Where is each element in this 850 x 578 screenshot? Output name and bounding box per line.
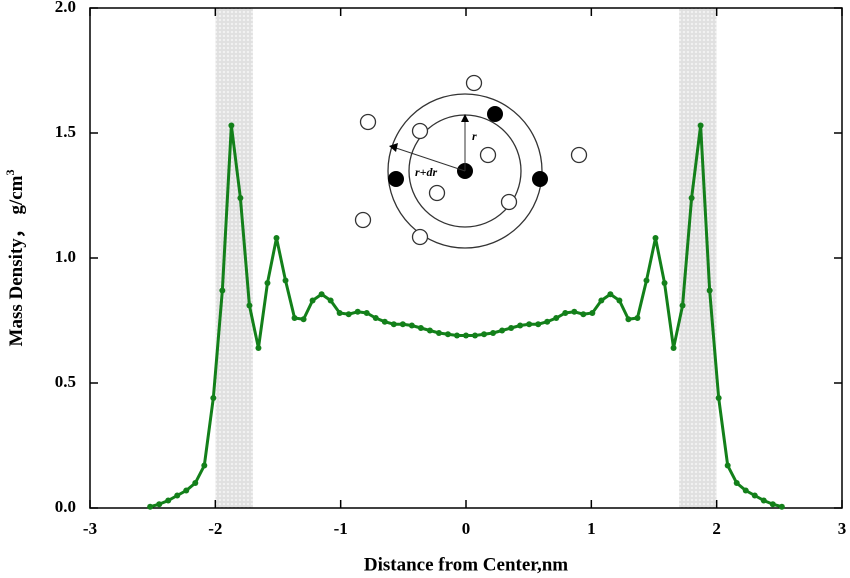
data-point <box>652 235 659 241</box>
data-point <box>526 321 533 328</box>
data-point <box>210 395 217 401</box>
data-point <box>345 311 352 318</box>
data-point <box>246 302 253 309</box>
data-point <box>309 297 316 304</box>
data-point <box>318 291 325 298</box>
data-point <box>724 462 731 469</box>
data-point <box>381 318 388 325</box>
y-tick-label: 1.5 <box>55 122 76 141</box>
data-point <box>634 315 641 321</box>
data-point <box>165 497 172 504</box>
data-point <box>733 480 740 486</box>
inset-diagram <box>354 74 588 249</box>
data-point <box>156 501 163 508</box>
x-tick-label: 2 <box>712 519 721 538</box>
data-point <box>481 331 488 338</box>
shaded-band <box>215 8 253 508</box>
data-point <box>372 315 379 321</box>
x-tick-label: -1 <box>334 519 348 538</box>
data-point <box>183 487 190 494</box>
data-point <box>778 503 785 510</box>
data-point <box>553 315 560 321</box>
data-point <box>769 501 776 508</box>
y-tick-label: 1.0 <box>55 247 76 266</box>
data-point <box>192 480 199 486</box>
data-point <box>463 332 469 339</box>
data-point <box>201 462 208 469</box>
data-point <box>607 291 614 298</box>
data-point <box>751 492 758 499</box>
data-point <box>291 315 298 321</box>
data-point <box>742 487 749 494</box>
data-point <box>228 122 235 129</box>
x-tick-label: 1 <box>587 519 596 538</box>
x-axis-label: Distance from Center,nm <box>364 554 568 575</box>
y-axis-label-sup: 3 <box>3 170 17 176</box>
data-point <box>562 310 569 316</box>
data-point <box>760 497 767 504</box>
data-point <box>598 297 605 304</box>
data-point <box>661 280 668 286</box>
data-point <box>535 321 542 328</box>
data-point <box>490 330 497 336</box>
data-point <box>670 345 677 351</box>
data-point <box>255 345 262 351</box>
data-point <box>399 321 406 328</box>
data-point <box>282 277 289 284</box>
data-point <box>426 327 433 334</box>
data-point <box>580 311 587 318</box>
data-point <box>625 316 632 323</box>
data-point <box>237 195 244 201</box>
data-point <box>435 330 442 336</box>
data-point <box>616 297 623 304</box>
y-tick-label: 0.0 <box>55 497 76 516</box>
y-tick-label: 2.0 <box>55 0 76 16</box>
data-point <box>706 287 713 294</box>
data-point <box>643 277 650 284</box>
data-point <box>679 302 686 309</box>
x-tick-label: -3 <box>83 519 97 538</box>
data-point <box>444 331 451 338</box>
data-point <box>589 310 596 316</box>
data-point <box>508 325 515 331</box>
data-point <box>327 297 334 304</box>
x-tick-label: 3 <box>838 519 847 538</box>
shaded-band <box>679 8 717 508</box>
data-point <box>499 327 506 334</box>
data-point <box>544 318 551 325</box>
data-point <box>453 332 460 339</box>
data-point <box>174 492 181 499</box>
y-tick-label: 0.5 <box>55 372 76 391</box>
annotation: r+dr <box>415 165 438 179</box>
data-point <box>408 322 415 329</box>
data-point <box>517 322 524 329</box>
data-point <box>571 308 578 315</box>
y-axis-label-text: Mass Density， g/cm <box>6 175 27 346</box>
data-point <box>715 395 722 401</box>
data-point <box>697 122 704 129</box>
x-tick-label: -2 <box>208 519 222 538</box>
data-point <box>264 280 271 286</box>
annotation: r <box>472 129 477 143</box>
data-point <box>688 195 695 201</box>
data-point <box>390 321 397 328</box>
x-tick-label: 0 <box>462 519 471 538</box>
data-point <box>219 287 226 294</box>
data-point <box>363 310 370 316</box>
y-axis-label: Mass Density， g/cm3 <box>3 170 28 347</box>
data-point <box>300 316 307 323</box>
data-point <box>336 310 343 316</box>
data-point <box>417 325 424 331</box>
data-point <box>147 503 154 510</box>
data-point <box>354 308 361 315</box>
data-point <box>472 332 479 339</box>
data-point <box>273 235 280 241</box>
